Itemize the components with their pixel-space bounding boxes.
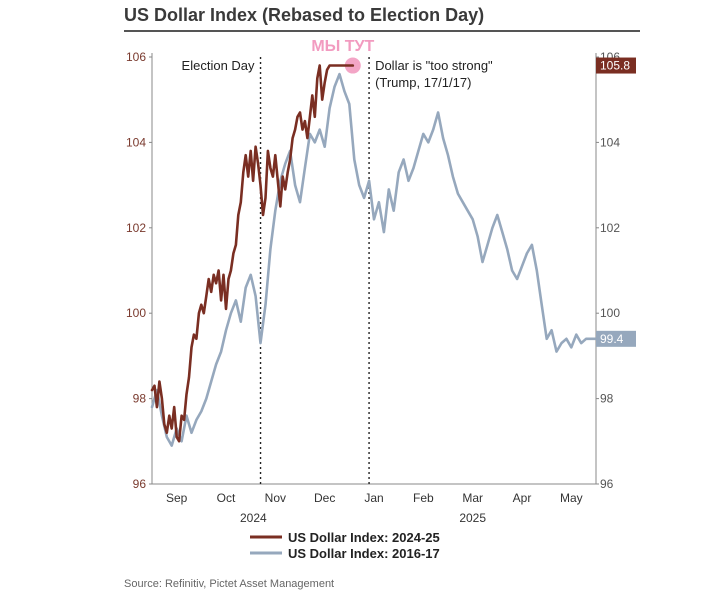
x-tick-label: Feb <box>413 491 434 505</box>
end-value-2024-25: 105.8 <box>600 59 630 73</box>
source-note: Source: Refinitiv, Pictet Asset Manageme… <box>124 578 335 590</box>
y-tick-label-left: 104 <box>126 135 146 149</box>
x-tick-label: Sep <box>166 491 188 505</box>
we-are-here-label: МЫ ТУТ <box>311 38 374 55</box>
year-label-2025: 2025 <box>459 511 486 525</box>
end-badge-2016-17 <box>596 330 636 347</box>
election-day-label: Election Day <box>182 58 255 73</box>
x-tick-label: Oct <box>217 491 236 505</box>
y-tick-label-left: 100 <box>126 306 146 320</box>
chart-title: US Dollar Index (Rebased to Election Day… <box>124 5 485 25</box>
y-tick-label-right: 96 <box>600 477 614 491</box>
x-tick-label: Mar <box>462 491 483 505</box>
series-line-2016-17 <box>150 72 598 447</box>
legend-label-2024-25: US Dollar Index: 2024-25 <box>288 530 440 545</box>
x-tick-label: Apr <box>513 491 532 505</box>
too-strong-label: Dollar is "too strong" <box>375 58 493 73</box>
title-rule <box>124 30 640 32</box>
end-value-2016-17: 99.4 <box>600 332 624 346</box>
y-tick-label-left: 102 <box>126 221 146 235</box>
too-strong-source-label: (Trump, 17/1/17) <box>375 75 471 90</box>
y-tick-label-left: 96 <box>133 477 147 491</box>
x-tick-label: Jan <box>364 491 383 505</box>
y-tick-label-left: 98 <box>133 392 147 406</box>
x-tick-label: Nov <box>265 491 286 505</box>
year-label-2024: 2024 <box>240 511 267 525</box>
legend-label-2016-17: US Dollar Index: 2016-17 <box>288 546 440 561</box>
y-tick-label-right: 98 <box>600 392 614 406</box>
y-tick-label-right: 104 <box>600 135 620 149</box>
x-tick-label: May <box>560 491 583 505</box>
x-tick-label: Dec <box>314 491 335 505</box>
series-line-2024-25 <box>150 64 355 443</box>
end-badge-2024-25 <box>596 57 636 74</box>
y-tick-label-left: 106 <box>126 50 146 64</box>
y-tick-label-right: 102 <box>600 221 620 235</box>
y-tick-label-right: 100 <box>600 306 620 320</box>
